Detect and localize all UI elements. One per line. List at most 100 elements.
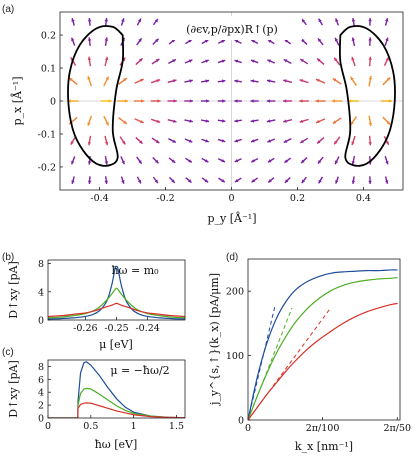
vector-arrow-head bbox=[250, 79, 255, 83]
vector-arrow-head bbox=[332, 78, 337, 82]
vector-arrow-head bbox=[384, 180, 389, 184]
vector-arrow-head bbox=[268, 179, 272, 183]
vector-arrow-head bbox=[137, 179, 141, 184]
plot-frame bbox=[47, 359, 186, 419]
y-tick-label: 0 bbox=[38, 316, 44, 327]
vector-arrow-head bbox=[104, 18, 108, 22]
vector-arrow-head bbox=[171, 179, 175, 183]
x-tick-label: 0.4 bbox=[356, 193, 371, 204]
series-line-2 bbox=[48, 387, 185, 418]
vector-arrow-head bbox=[299, 99, 303, 103]
series-lines bbox=[48, 361, 185, 418]
vector-arrow-head bbox=[221, 59, 226, 63]
x-tick-label: 0.2 bbox=[290, 193, 305, 204]
fermi-contour-left bbox=[67, 25, 125, 167]
annotation-box bbox=[162, 16, 302, 40]
vector-arrow-head bbox=[155, 139, 160, 144]
vector-arrow-head bbox=[123, 78, 127, 82]
vector-arrow-head bbox=[332, 120, 337, 124]
vector-arrow-head bbox=[334, 57, 338, 62]
vector-arrow-head bbox=[204, 179, 209, 183]
vector-arrow-head bbox=[188, 159, 192, 163]
vector-arrow-head bbox=[124, 99, 129, 103]
vector-arrow-head bbox=[139, 140, 143, 144]
vector-arrow-head bbox=[301, 38, 305, 43]
x-tick-label: 0 bbox=[45, 421, 51, 432]
vector-arrow-head bbox=[157, 99, 161, 103]
vector-arrow-head bbox=[347, 99, 352, 103]
vector-arrow-head bbox=[335, 18, 339, 22]
y-tick-label: 0 bbox=[238, 416, 244, 427]
vector-arrow-head bbox=[138, 160, 142, 164]
vector-arrow-head bbox=[267, 139, 271, 143]
x-tick-label: 0 bbox=[228, 193, 234, 204]
vector-arrow-head bbox=[316, 78, 320, 83]
vector-arrow-head bbox=[234, 59, 239, 63]
vector-arrow-head bbox=[171, 39, 176, 43]
tick-labels: -0.4 -0.2 0 0.2 0.4 -0.2 -0.1 0 0.1 0.2 bbox=[38, 31, 371, 204]
vector-arrow-head bbox=[351, 56, 355, 61]
vector-arrow-head bbox=[334, 140, 338, 145]
vector-arrow-head bbox=[205, 59, 209, 63]
vector-arrow-head bbox=[350, 76, 354, 81]
vector-arrow-head bbox=[87, 141, 92, 146]
vector-arrow-head bbox=[141, 99, 145, 103]
vector-arrow-head bbox=[156, 79, 161, 83]
vector-arrow-head bbox=[172, 119, 177, 123]
vector-arrow-head bbox=[234, 139, 239, 143]
vector-arrow-head bbox=[385, 37, 389, 42]
vector-arrow-head bbox=[189, 99, 193, 103]
vector-arrow-head bbox=[351, 180, 356, 184]
y-tick-label: 100 bbox=[226, 351, 244, 362]
quiver-panel: -0.4 -0.2 0 0.2 0.4 -0.2 -0.1 0 0.1 0.2 (∂ϵv,p/∂p… bbox=[10, 11, 404, 225]
vector-arrow-head bbox=[121, 180, 125, 184]
vector-arrow-head bbox=[221, 119, 226, 123]
vector-arrow-head bbox=[105, 76, 109, 81]
vector-arrow-head bbox=[206, 99, 210, 103]
series-line-1 bbox=[48, 265, 185, 320]
quiver-annotation: (∂ϵv,p/∂px)R↑(p) bbox=[186, 23, 278, 36]
y-tick-label: 8 bbox=[38, 362, 44, 373]
vector-arrow-head bbox=[154, 18, 158, 23]
vector-arrow-head bbox=[300, 139, 304, 143]
tick-labels: -0.26 -0.25 -0.24 0 4 8 bbox=[38, 259, 160, 334]
vector-arrow-head bbox=[104, 56, 109, 61]
series-line-1 bbox=[248, 269, 398, 420]
vector-arrow-head bbox=[87, 56, 92, 61]
panel-c-annotation: μ = −ħω/2 bbox=[110, 364, 169, 377]
vector-arrow-head bbox=[138, 38, 142, 42]
vector-arrow-head bbox=[234, 79, 238, 83]
vector-arrow-head bbox=[87, 18, 92, 22]
vector-arrow-head bbox=[188, 139, 193, 143]
y-tick-label: -0.2 bbox=[38, 162, 56, 173]
vector-arrow-head bbox=[283, 79, 287, 83]
y-axis-label: D↑xy [pA] bbox=[7, 261, 20, 319]
vector-arrow-head bbox=[204, 159, 209, 163]
vector-arrow-head bbox=[351, 37, 355, 41]
y-tick-label: 0.1 bbox=[41, 64, 56, 75]
vector-arrow-head bbox=[251, 179, 256, 183]
vector-arrow-head bbox=[139, 58, 143, 62]
arrow-field bbox=[67, 18, 392, 184]
vector-arrow-head bbox=[155, 58, 160, 63]
vector-arrow-head bbox=[266, 119, 271, 123]
vector-arrow-head bbox=[205, 119, 210, 123]
y-tick-label: 200 bbox=[226, 287, 244, 298]
axis-gridlines bbox=[60, 12, 403, 190]
series-line-2 bbox=[48, 287, 185, 319]
vector-arrow-head bbox=[266, 79, 271, 83]
vector-arrow-head bbox=[71, 37, 75, 42]
vector-arrow-head bbox=[188, 59, 193, 63]
vector-arrow-head bbox=[317, 58, 321, 62]
vector-arrow-head bbox=[222, 99, 226, 103]
series-line-3 bbox=[48, 402, 185, 418]
vector-arrow-head bbox=[171, 159, 176, 163]
vector-arrow-head bbox=[368, 76, 373, 80]
series-line-2 bbox=[248, 277, 398, 420]
vector-arrow-head bbox=[251, 159, 255, 163]
x-tick-label: -0.4 bbox=[90, 193, 108, 204]
vector-arrow-head bbox=[188, 39, 192, 43]
vector-arrow-head bbox=[385, 141, 389, 145]
y-tick-label: 0 bbox=[50, 97, 56, 108]
